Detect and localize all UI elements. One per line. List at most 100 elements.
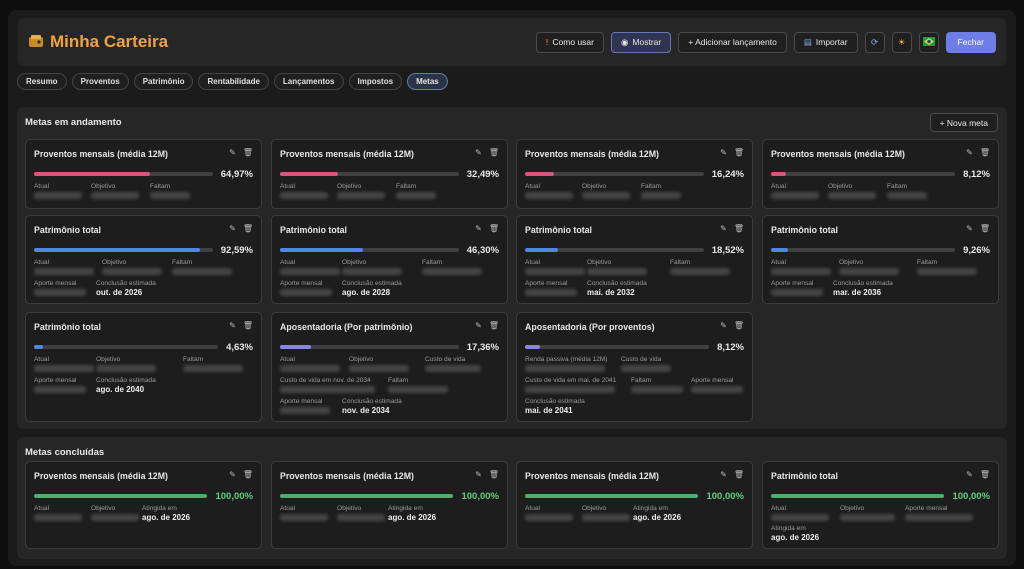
progress-fill bbox=[525, 248, 559, 252]
new-goal-button[interactable]: + Nova meta bbox=[929, 113, 998, 132]
completed-title: Metas concluídas bbox=[25, 447, 105, 458]
import-button[interactable]: ▤ Importar bbox=[793, 31, 858, 53]
edit-icon[interactable]: ✎ bbox=[475, 224, 482, 233]
edit-icon[interactable]: ✎ bbox=[966, 224, 973, 233]
show-values-button[interactable]: ◉ Mostrar bbox=[611, 31, 672, 53]
progress-track bbox=[34, 172, 213, 176]
trash-icon[interactable]: 🗑 bbox=[979, 148, 990, 157]
hidden-value bbox=[905, 514, 973, 521]
progress-row: 17,36% bbox=[280, 341, 499, 353]
trash-icon[interactable]: 🗑 bbox=[488, 321, 499, 330]
edit-icon[interactable]: ✎ bbox=[229, 224, 236, 233]
edit-icon[interactable]: ✎ bbox=[475, 470, 482, 479]
goal-actions: ✎ 🗑 bbox=[475, 148, 499, 157]
goal-actions: ✎ 🗑 bbox=[966, 470, 990, 479]
progress-track bbox=[280, 172, 459, 176]
progress-percent: 100,00% bbox=[952, 490, 990, 502]
date-value: mai. de 2032 bbox=[587, 288, 635, 297]
trash-icon[interactable]: 🗑 bbox=[733, 470, 744, 479]
goal-card: Patrimônio total ✎ 🗑 18,52% Atual Objetivo Fal… bbox=[516, 215, 753, 304]
trash-icon[interactable]: 🗑 bbox=[979, 224, 990, 233]
field-label: Objetivo bbox=[96, 356, 121, 363]
refresh-button[interactable]: ⟳ bbox=[864, 31, 885, 53]
edit-icon[interactable]: ✎ bbox=[475, 321, 482, 330]
hidden-value bbox=[150, 192, 190, 199]
tab-proventos[interactable]: Proventos bbox=[71, 73, 129, 90]
trash-icon[interactable]: 🗑 bbox=[242, 224, 253, 233]
edit-icon[interactable]: ✎ bbox=[229, 148, 236, 157]
goal-actions: ✎ 🗑 bbox=[229, 148, 253, 157]
close-button[interactable]: Fechar bbox=[945, 31, 996, 53]
tab-metas[interactable]: Metas bbox=[407, 73, 448, 90]
edit-icon[interactable]: ✎ bbox=[720, 148, 727, 157]
edit-icon[interactable]: ✎ bbox=[966, 470, 973, 479]
progress-percent: 32,49% bbox=[466, 168, 499, 180]
brazil-flag-icon bbox=[922, 36, 935, 48]
tab-impostos[interactable]: Impostos bbox=[348, 73, 403, 90]
add-entry-button[interactable]: + Adicionar lançamento bbox=[678, 31, 787, 53]
goal-card: Proventos mensais (média 12M) ✎ 🗑 100,00% At… bbox=[516, 461, 753, 549]
hidden-value bbox=[582, 192, 630, 199]
hidden-value bbox=[641, 192, 681, 199]
trash-icon[interactable]: 🗑 bbox=[242, 470, 253, 479]
trash-icon[interactable]: 🗑 bbox=[733, 148, 744, 157]
hidden-value bbox=[771, 192, 819, 199]
hidden-value bbox=[280, 407, 330, 414]
trash-icon[interactable]: 🗑 bbox=[242, 148, 253, 157]
progress-row: 46,30% bbox=[280, 244, 499, 256]
progress-track bbox=[525, 248, 704, 252]
field-label: Atual bbox=[280, 259, 296, 266]
goal-card: Proventos mensais (média 12M) ✎ 🗑 100,00% At… bbox=[25, 461, 262, 549]
goal-title: Patrimônio total bbox=[280, 225, 347, 235]
wallet-icon bbox=[28, 33, 44, 52]
language-button[interactable] bbox=[918, 31, 939, 53]
trash-icon[interactable]: 🗑 bbox=[488, 470, 499, 479]
progress-percent: 100,00% bbox=[706, 490, 744, 502]
field-label: Aporte mensal bbox=[280, 280, 323, 287]
edit-icon[interactable]: ✎ bbox=[966, 148, 973, 157]
field-label: Aporte mensal bbox=[280, 398, 323, 405]
edit-icon[interactable]: ✎ bbox=[720, 470, 727, 479]
theme-toggle-button[interactable]: ☀ bbox=[891, 31, 912, 53]
goal-actions: ✎ 🗑 bbox=[229, 321, 253, 330]
hidden-value bbox=[587, 268, 647, 275]
trash-icon[interactable]: 🗑 bbox=[979, 470, 990, 479]
field-label: Faltam bbox=[422, 259, 443, 266]
tab-rentabilidade[interactable]: Rentabilidade bbox=[198, 73, 269, 90]
field-label: Conclusão estimada bbox=[96, 377, 156, 384]
edit-icon[interactable]: ✎ bbox=[720, 224, 727, 233]
field-label: Objetivo bbox=[582, 183, 607, 190]
trash-icon[interactable]: 🗑 bbox=[733, 321, 744, 330]
hidden-value bbox=[425, 365, 481, 372]
edit-icon[interactable]: ✎ bbox=[229, 470, 236, 479]
progress-percent: 8,12% bbox=[963, 168, 990, 180]
trash-icon[interactable]: 🗑 bbox=[488, 148, 499, 157]
date-value: ago. de 2026 bbox=[388, 513, 437, 522]
progress-track bbox=[34, 248, 213, 252]
hidden-value bbox=[525, 514, 573, 521]
trash-icon[interactable]: 🗑 bbox=[488, 224, 499, 233]
edit-icon[interactable]: ✎ bbox=[720, 321, 727, 330]
tab-patrimonio[interactable]: Patrimônio bbox=[133, 73, 194, 90]
field-label: Conclusão estimada bbox=[587, 280, 647, 287]
hidden-value bbox=[887, 192, 927, 199]
edit-icon[interactable]: ✎ bbox=[475, 148, 482, 157]
field-label: Atual bbox=[525, 505, 541, 512]
goal-actions: ✎ 🗑 bbox=[720, 224, 744, 233]
field-label: Aporte mensal bbox=[691, 377, 734, 384]
progress-fill bbox=[280, 494, 454, 498]
goal-title: Aposentadoria (Por patrimônio) bbox=[280, 322, 413, 332]
hidden-value bbox=[771, 514, 829, 521]
eye-icon: ◉ bbox=[621, 36, 629, 47]
tab-lancamentos[interactable]: Lançamentos bbox=[273, 73, 344, 90]
help-button[interactable]: ! Como usar bbox=[535, 31, 604, 53]
trash-icon[interactable]: 🗑 bbox=[733, 224, 744, 233]
goal-actions: ✎ 🗑 bbox=[229, 224, 253, 233]
tab-resumo[interactable]: Resumo bbox=[17, 73, 67, 90]
progress-track bbox=[280, 345, 459, 349]
trash-icon[interactable]: 🗑 bbox=[242, 321, 253, 330]
goal-card: Proventos mensais (média 12M) ✎ 🗑 64,97% Atu… bbox=[25, 139, 262, 209]
hidden-value bbox=[670, 268, 730, 275]
hidden-value bbox=[525, 289, 577, 296]
edit-icon[interactable]: ✎ bbox=[229, 321, 236, 330]
